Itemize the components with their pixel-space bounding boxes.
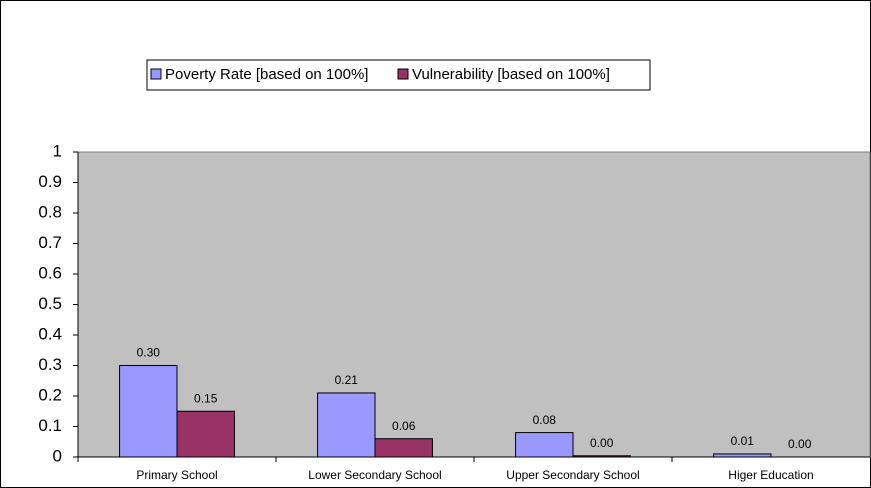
y-tick-label: 1 <box>53 141 62 160</box>
legend-swatch <box>150 68 162 80</box>
bar <box>515 432 574 458</box>
y-tick-label: 0.2 <box>38 385 62 404</box>
x-tick-label: Upper Secondary School <box>506 468 639 482</box>
legend-label: Vulnerability [based on 100%] <box>412 66 610 83</box>
bar <box>374 438 433 458</box>
legend-label: Poverty Rate [based on 100%] <box>165 66 368 83</box>
plot-area <box>77 151 871 458</box>
data-label: 0.30 <box>137 346 161 360</box>
data-label: 0.21 <box>335 373 359 387</box>
y-tick-label: 0.6 <box>38 263 62 282</box>
data-label: 0.15 <box>194 391 218 405</box>
x-tick-label: Higer Education <box>728 468 813 482</box>
y-tick-label: 0.1 <box>38 416 62 435</box>
y-tick-label: 0.7 <box>38 233 62 252</box>
y-tick-label: 0.9 <box>38 172 62 191</box>
y-tick-label: 0.4 <box>38 324 62 343</box>
data-label: 0.06 <box>392 419 416 433</box>
legend-swatch <box>397 68 409 80</box>
data-label: 0.00 <box>590 436 614 450</box>
data-label: 0.01 <box>731 434 755 448</box>
x-tick-label: Lower Secondary School <box>308 468 441 482</box>
bar <box>176 410 235 458</box>
y-tick-label: 0.5 <box>38 294 62 313</box>
bar <box>572 455 631 458</box>
y-tick-label: 0.3 <box>38 355 62 374</box>
data-label: 0.08 <box>533 413 557 427</box>
bar <box>713 453 772 458</box>
y-tick-label: 0.8 <box>38 202 62 221</box>
bar <box>317 392 376 458</box>
bar <box>119 365 178 458</box>
x-tick-label: Primary School <box>136 468 217 482</box>
y-tick-label: 0 <box>53 446 62 465</box>
data-label: 0.00 <box>788 437 812 451</box>
